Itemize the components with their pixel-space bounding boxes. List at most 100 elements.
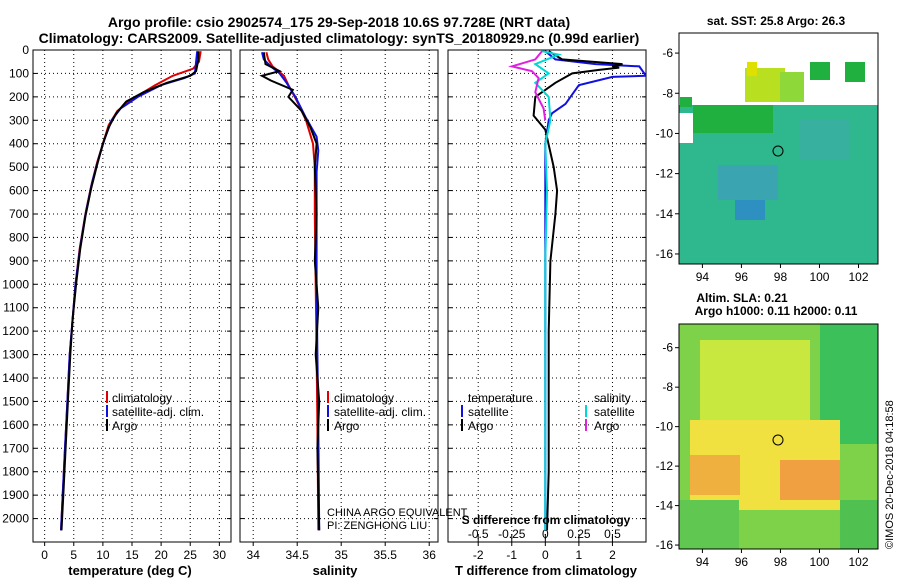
sst-map-title: sat. SST: 25.8 Argo: 26.3	[707, 14, 846, 28]
x-tick-label: 5	[70, 548, 77, 562]
legend-swatch-s-argo	[585, 419, 587, 431]
legend-header-temperature: temperature	[468, 391, 533, 405]
sst-argo-position	[772, 145, 784, 157]
salinity-legend: climatology satellite-adj. clim. Argo	[327, 391, 426, 433]
temperature-panel	[32, 49, 232, 543]
map-lat-label: -10	[656, 420, 674, 434]
sst-blue-patch	[718, 165, 778, 200]
sst-warm-patch	[780, 72, 804, 102]
legend-header-salinity: salinity	[594, 391, 631, 405]
x-tick-label: 34.5	[286, 548, 310, 562]
map-lon-label: 98	[774, 270, 788, 284]
temperature-legend: climatology satellite-adj. clim. Argo	[106, 391, 204, 433]
legend-swatch-satellite	[106, 405, 108, 417]
legend-label-t-satellite: satellite	[468, 405, 509, 419]
x-tick-label: 0	[41, 548, 48, 562]
temperature-x-label: temperature (deg C)	[68, 563, 192, 578]
x-tick-label: 35	[335, 548, 349, 562]
legend-label-climatology: climatology	[112, 391, 172, 405]
depth-tick-label: 300	[9, 113, 29, 127]
difference-legend: temperature salinity satellite Argo sate…	[461, 391, 635, 433]
sla-green-southeast	[840, 500, 878, 549]
x-tick-label: 15	[125, 548, 139, 562]
series-line-t-argo	[532, 50, 623, 531]
map-lon-label: 96	[735, 270, 749, 284]
temperature-series	[60, 51, 202, 531]
s-diff-tick-label: 0.25	[567, 527, 591, 541]
difference-panel	[447, 49, 647, 543]
legend-swatch-argo	[327, 419, 329, 431]
depth-tick-label: 2000	[2, 512, 29, 526]
salinity-difference-label: S difference from climatology	[462, 513, 631, 527]
sst-green-patch	[845, 62, 865, 82]
sst-cloud-gap	[679, 113, 693, 143]
map-lon-label: 98	[774, 555, 788, 569]
difference-x-label: T difference from climatology	[455, 563, 638, 578]
depth-tick-label: 0	[22, 43, 29, 57]
depth-tick-label: 600	[9, 184, 29, 198]
map-lat-label: -8	[662, 380, 673, 394]
depth-tick-label: 1200	[2, 324, 29, 338]
depth-tick-label: 100	[9, 66, 29, 80]
depth-tick-label: 1700	[2, 441, 29, 455]
legend-swatch-climatology	[106, 391, 108, 403]
sst-map-frame	[678, 32, 879, 265]
map-lat-label: -12	[656, 167, 674, 181]
salinity-panel	[239, 49, 439, 543]
map-lon-label: 102	[848, 555, 868, 569]
x-tick-label: 35.5	[374, 548, 398, 562]
depth-tick-label: 1600	[2, 418, 29, 432]
sst-green-band	[693, 105, 773, 133]
temperature-x-ticks: 0 5 10 15 20 25 30	[41, 542, 226, 562]
legend-label-climatology: climatology	[334, 391, 394, 405]
difference-x-ticks: -2 -1 0 1 2	[473, 542, 616, 562]
figure-title-line1: Argo profile: csio 2902574_175 29-Sep-20…	[108, 14, 570, 30]
x-tick-label: 34	[247, 548, 261, 562]
sst-green-patch	[680, 97, 692, 107]
sst-map-axes: 94 96 98 100 102 -6 -8 -10 -12 -14 -16	[656, 46, 869, 284]
map-lon-label: 94	[696, 555, 710, 569]
x-tick-label: 10	[96, 548, 110, 562]
x-tick-label: 30	[213, 548, 227, 562]
map-lon-label: 96	[735, 555, 749, 569]
depth-tick-label: 1900	[2, 488, 29, 502]
float-annotation-program: CHINA ARGO EQUIVALENT	[327, 507, 468, 519]
legend-label-s-argo: Argo	[594, 419, 620, 433]
series-line-s-satellite	[533, 50, 563, 531]
imos-credit: ©IMOS 20-Dec-2018 04:18:58	[884, 400, 896, 549]
map-lon-label: 100	[809, 555, 829, 569]
legend-swatch-t-satellite	[461, 405, 463, 417]
x-tick-label: 25	[184, 548, 198, 562]
sst-hot-patch	[747, 62, 757, 76]
series-line-argo	[60, 51, 200, 531]
salinity-series	[259, 52, 321, 531]
depth-tick-label: 900	[9, 254, 29, 268]
sla-green-southwest	[679, 500, 739, 549]
sla-map	[678, 323, 879, 550]
sla-orange-patch	[780, 460, 840, 500]
float-annotation-pi: PI: ZENGHONG LIU	[327, 520, 427, 532]
s-diff-tick-label: 0	[542, 527, 549, 541]
sla-orange-patch	[690, 455, 740, 495]
x-tick-label: -2	[473, 548, 484, 562]
legend-label-argo: Argo	[112, 419, 138, 433]
legend-swatch-satellite	[327, 405, 329, 417]
depth-tick-label: 400	[9, 137, 29, 151]
sla-map-frame	[678, 323, 879, 550]
salinity-x-ticks: 34 34.5 35 35.5 36	[247, 542, 436, 562]
map-lat-label: -14	[656, 207, 674, 221]
legend-swatch-t-argo	[461, 419, 463, 431]
sst-green-patch	[810, 62, 830, 80]
map-lon-label: 102	[848, 270, 868, 284]
salinity-x-label: salinity	[313, 563, 359, 578]
legend-label-t-argo: Argo	[468, 419, 494, 433]
depth-tick-label: 1400	[2, 371, 29, 385]
sst-map	[678, 32, 879, 265]
s-diff-tick-label: -0.25	[498, 527, 526, 541]
sla-map-title-line2: Argo h1000: 0.11 h2000: 0.11	[695, 304, 858, 318]
legend-label-satellite: satellite-adj. clim.	[112, 405, 204, 419]
legend-label-satellite: satellite-adj. clim.	[334, 405, 426, 419]
map-lat-label: -8	[662, 86, 673, 100]
legend-label-s-satellite: satellite	[594, 405, 635, 419]
s-diff-tick-label: 0.5	[604, 527, 621, 541]
